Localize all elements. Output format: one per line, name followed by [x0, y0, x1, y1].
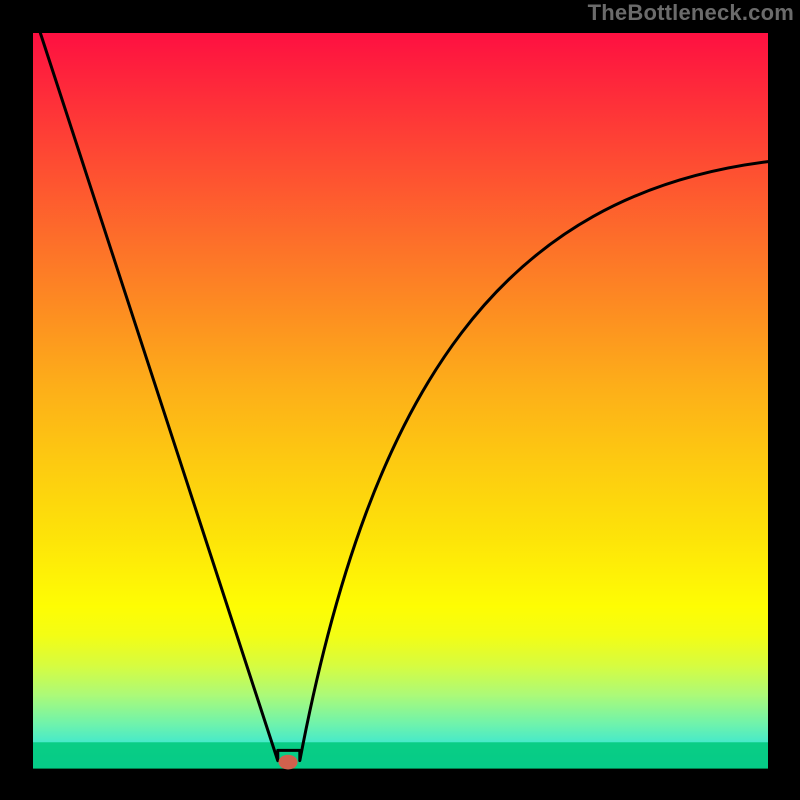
optimal-band [33, 742, 768, 768]
chart-root: TheBottleneck.com [0, 0, 800, 800]
chart-svg [0, 0, 800, 800]
optimal-point-marker [278, 755, 297, 770]
gradient-plot-area [33, 33, 768, 768]
watermark-text: TheBottleneck.com [588, 0, 794, 26]
